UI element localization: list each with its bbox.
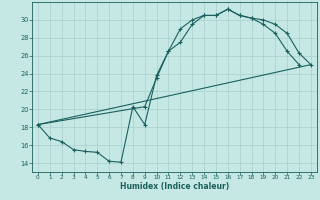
X-axis label: Humidex (Indice chaleur): Humidex (Indice chaleur) bbox=[120, 182, 229, 191]
